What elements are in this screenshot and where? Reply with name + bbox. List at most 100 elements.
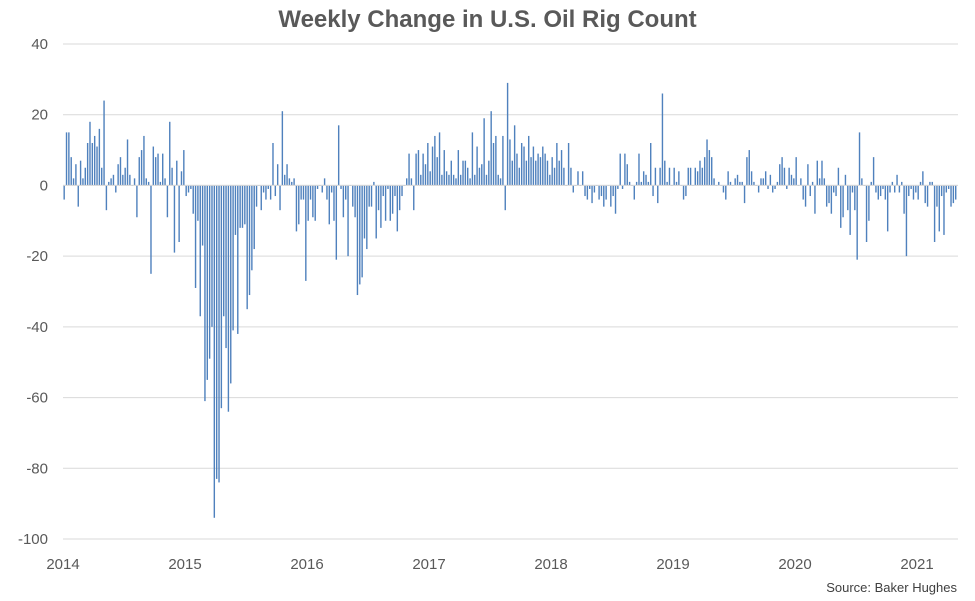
bar bbox=[124, 167, 126, 186]
bar bbox=[856, 185, 858, 260]
bar bbox=[896, 174, 898, 186]
bar bbox=[143, 135, 145, 186]
bar bbox=[922, 171, 924, 186]
bar bbox=[539, 157, 542, 186]
bar bbox=[729, 181, 732, 186]
bar bbox=[194, 185, 197, 288]
bar bbox=[586, 185, 589, 200]
bar bbox=[884, 185, 887, 200]
bar bbox=[657, 185, 659, 204]
bar bbox=[551, 157, 553, 186]
gridlines bbox=[63, 43, 958, 540]
bar bbox=[725, 185, 727, 200]
bar bbox=[248, 185, 251, 296]
bar bbox=[802, 185, 804, 200]
bar bbox=[642, 171, 645, 186]
bar bbox=[699, 160, 701, 186]
bar bbox=[394, 185, 396, 197]
bar bbox=[314, 185, 316, 221]
bar bbox=[779, 164, 781, 186]
bar bbox=[185, 185, 187, 197]
bar bbox=[624, 153, 626, 186]
bar bbox=[241, 185, 244, 228]
bar bbox=[879, 185, 882, 197]
bar bbox=[701, 167, 704, 186]
bar bbox=[610, 185, 612, 207]
bar bbox=[661, 93, 664, 186]
bar bbox=[359, 185, 361, 285]
bar bbox=[190, 185, 192, 189]
bar bbox=[612, 185, 614, 197]
bar bbox=[762, 178, 765, 186]
bar bbox=[239, 185, 241, 228]
bar bbox=[96, 146, 98, 186]
bar bbox=[352, 185, 354, 207]
bar bbox=[183, 150, 185, 186]
bar bbox=[84, 167, 86, 186]
bar bbox=[746, 157, 748, 186]
bar bbox=[516, 153, 518, 186]
bar bbox=[147, 181, 150, 186]
bar bbox=[448, 174, 450, 186]
bar bbox=[786, 185, 788, 189]
bar bbox=[584, 185, 586, 197]
bar bbox=[276, 164, 279, 186]
bar bbox=[955, 185, 957, 200]
bar bbox=[915, 185, 917, 193]
bar bbox=[938, 185, 940, 232]
bar bbox=[93, 135, 96, 186]
bar bbox=[591, 185, 593, 204]
bar bbox=[706, 139, 708, 186]
bar bbox=[483, 118, 485, 186]
bar bbox=[302, 185, 305, 200]
bar bbox=[328, 185, 330, 225]
bar bbox=[178, 185, 180, 242]
bar bbox=[840, 185, 842, 228]
bar bbox=[739, 181, 741, 186]
bar bbox=[227, 185, 230, 412]
y-tick-label: -60 bbox=[26, 390, 48, 407]
bar bbox=[532, 146, 535, 186]
bar bbox=[793, 178, 795, 186]
bar bbox=[438, 132, 441, 186]
bar bbox=[877, 185, 879, 200]
bar bbox=[79, 160, 82, 186]
bar bbox=[206, 185, 208, 380]
chart-title: Weekly Change in U.S. Oil Rig Count bbox=[278, 6, 697, 33]
bar bbox=[689, 167, 692, 186]
bar bbox=[821, 160, 823, 186]
bar bbox=[474, 174, 476, 186]
bar bbox=[187, 185, 190, 193]
bar bbox=[103, 100, 105, 186]
bar bbox=[886, 185, 889, 232]
bar bbox=[563, 167, 565, 186]
bar bbox=[75, 164, 77, 186]
bar bbox=[98, 128, 101, 186]
bar bbox=[424, 164, 427, 186]
bar bbox=[354, 185, 356, 218]
bar bbox=[506, 82, 509, 186]
bar bbox=[70, 157, 72, 186]
bar bbox=[77, 185, 79, 207]
bar bbox=[718, 181, 720, 186]
bar bbox=[65, 132, 68, 186]
bar bbox=[894, 185, 896, 193]
bar bbox=[823, 178, 826, 186]
bar bbox=[868, 185, 870, 221]
bar bbox=[157, 153, 159, 186]
bar bbox=[818, 178, 821, 186]
bar bbox=[467, 167, 469, 186]
bar bbox=[600, 185, 603, 197]
bar bbox=[225, 185, 227, 349]
x-tick-label: 2020 bbox=[778, 556, 811, 573]
bar bbox=[783, 167, 786, 186]
bar bbox=[459, 174, 462, 186]
bar bbox=[356, 185, 359, 296]
bar bbox=[126, 139, 129, 186]
bar bbox=[518, 167, 521, 186]
bar bbox=[950, 185, 952, 207]
bar bbox=[237, 185, 239, 334]
bar bbox=[790, 174, 793, 186]
bar bbox=[321, 185, 323, 193]
bar bbox=[598, 185, 600, 200]
